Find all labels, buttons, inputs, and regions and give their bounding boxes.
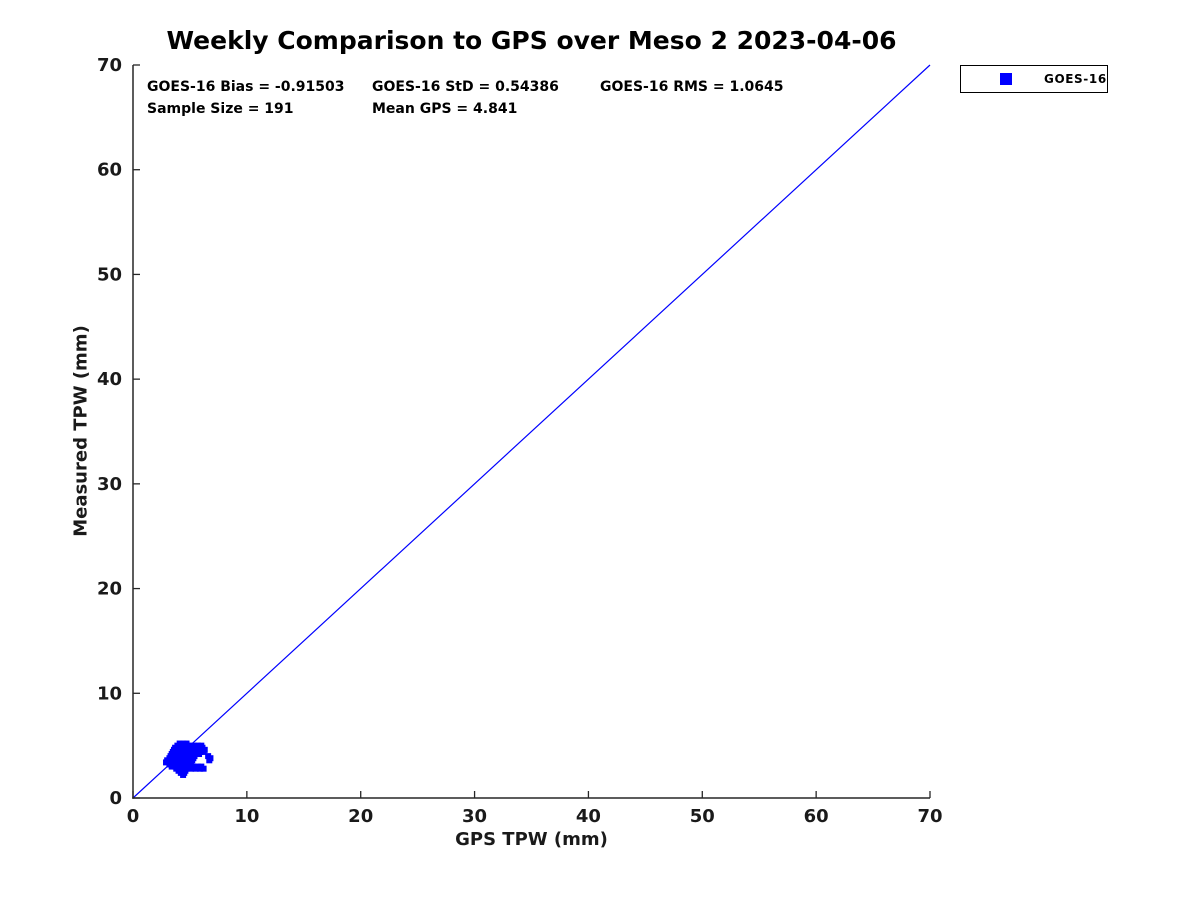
identity-line	[132, 64, 931, 799]
scatter-point	[200, 765, 207, 772]
stat-bias: GOES-16 Bias = -0.91503	[147, 79, 345, 95]
y-tick-label: 0	[109, 788, 122, 809]
stat-sample-size: Sample Size = 191	[147, 101, 294, 117]
x-tick-label: 60	[804, 806, 829, 827]
stat-mean-gps: Mean GPS = 4.841	[372, 101, 518, 117]
scatter-point	[188, 765, 195, 772]
scatter-point	[168, 763, 175, 770]
scatter-point	[200, 748, 207, 755]
stat-std: GOES-16 StD = 0.54386	[372, 79, 559, 95]
x-axis-label: GPS TPW (mm)	[455, 829, 608, 850]
x-tick-label: 70	[917, 806, 942, 827]
scatter-point	[192, 765, 199, 772]
x-tick-label: 10	[234, 806, 259, 827]
scatter-point	[180, 771, 187, 778]
y-tick-label: 50	[97, 264, 122, 285]
scatter-point	[206, 757, 213, 764]
legend-square-marker-icon	[1000, 73, 1012, 85]
x-tick-label: 40	[576, 806, 601, 827]
x-tick-label: 50	[690, 806, 715, 827]
x-tick-label: 20	[348, 806, 373, 827]
legend-label: GOES-16	[1044, 72, 1107, 86]
y-tick-label: 60	[97, 160, 122, 181]
x-tick-label: 0	[127, 806, 140, 827]
stat-rms: GOES-16 RMS = 1.0645	[600, 79, 784, 95]
legend: GOES-16	[960, 65, 1108, 93]
y-axis-label: Measured TPW (mm)	[70, 325, 92, 537]
scatter-point	[197, 765, 204, 772]
chart-title: Weekly Comparison to GPS over Meso 2 202…	[166, 26, 897, 55]
x-tick-label: 30	[462, 806, 487, 827]
y-tick-label: 30	[97, 474, 122, 495]
y-tick-label: 20	[97, 579, 122, 600]
y-tick-label: 40	[97, 369, 122, 390]
scatter-point	[196, 751, 203, 758]
y-tick-label: 70	[97, 55, 122, 76]
scatter-point	[163, 759, 170, 766]
y-tick-label: 10	[97, 683, 122, 704]
